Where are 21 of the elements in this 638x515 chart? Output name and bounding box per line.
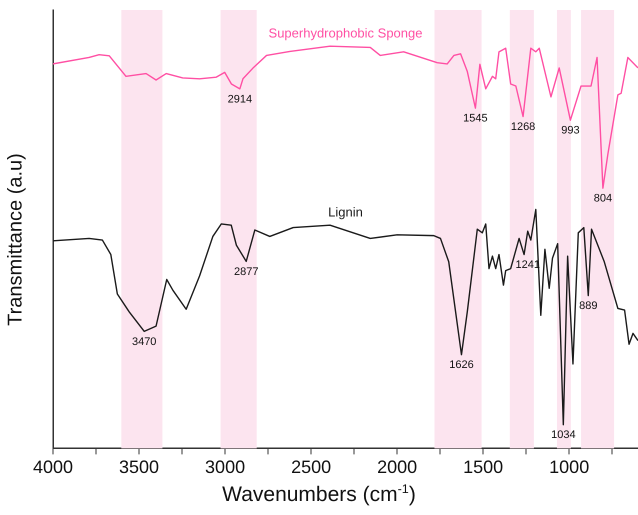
annotation: 1268 — [510, 121, 536, 134]
annotation: 2877 — [234, 266, 258, 278]
x-tick-label: 1500 — [463, 457, 504, 478]
annotation: 1034 — [551, 429, 576, 442]
x-tick-label: 1000 — [549, 457, 590, 478]
annotation: 3470 — [132, 336, 156, 348]
x-tick-label: 2500 — [291, 457, 332, 478]
annotation: 889 — [579, 300, 598, 312]
x-tick-label: 4000 — [32, 457, 74, 478]
x-axis-title: Wavenumbers (cm$^{-1}$) — [221, 482, 417, 507]
annotation: 1626 — [449, 359, 474, 372]
annotation: 804 — [594, 192, 612, 205]
x-tick-label: 3000 — [205, 457, 246, 478]
series-label: Superhydrophobic Sponge — [268, 25, 422, 40]
x-tick-label: 2000 — [377, 457, 418, 478]
series-label: Lignin — [328, 204, 363, 220]
y-axis-title: Transmittance (a.u) — [4, 152, 28, 328]
x-tick-label: 3500 — [119, 457, 160, 478]
annotation: 993 — [561, 124, 580, 137]
annotation: 2914 — [228, 93, 252, 106]
annotation: 1545 — [463, 112, 488, 125]
